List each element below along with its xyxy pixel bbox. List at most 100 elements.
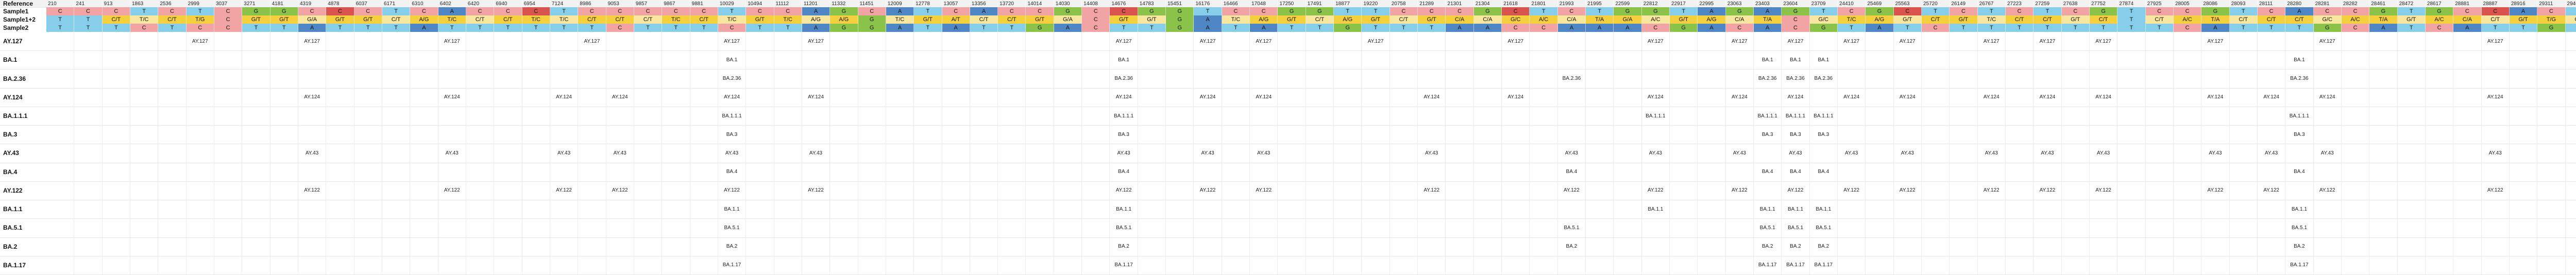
base-cell[interactable]: C — [410, 7, 438, 15]
position-header[interactable]: 4319 — [298, 0, 327, 7]
lineage-mark[interactable]: AY.127 — [1726, 32, 1754, 51]
base-cell[interactable]: C — [606, 7, 634, 15]
position-header[interactable]: 28086 — [2201, 0, 2230, 7]
base-cell[interactable]: G — [1278, 7, 1306, 15]
lineage-mark[interactable]: AY.122 — [1558, 181, 1586, 200]
base-cell[interactable]: C — [2173, 7, 2202, 15]
base-cell[interactable]: T/C — [130, 15, 159, 24]
lineage-mark[interactable]: BA.1.17 — [718, 255, 747, 274]
position-header[interactable]: 27223 — [2006, 0, 2034, 7]
base-cell[interactable]: C — [1446, 7, 1474, 15]
base-cell[interactable]: T — [74, 15, 103, 24]
base-cell[interactable]: C — [466, 7, 495, 15]
base-cell[interactable]: A — [1194, 15, 1222, 24]
base-cell[interactable]: G/T — [1418, 15, 1446, 24]
base-cell[interactable]: G — [1306, 7, 1334, 15]
base-cell[interactable]: C — [326, 7, 354, 15]
lineage-mark[interactable]: AY.122 — [1726, 181, 1754, 200]
position-header[interactable]: 11112 — [774, 0, 802, 7]
base-cell[interactable]: C — [774, 7, 802, 15]
lineage-mark[interactable]: BA.4 — [1782, 162, 1810, 181]
base-cell[interactable]: C — [2061, 7, 2090, 15]
lineage-mark[interactable]: AY.43 — [1782, 144, 1810, 163]
lineage-mark[interactable]: AY.43 — [1642, 144, 1670, 163]
base-cell[interactable]: T — [2061, 24, 2090, 32]
base-cell[interactable]: T — [550, 24, 579, 32]
base-cell[interactable]: C — [354, 7, 382, 15]
base-cell[interactable]: G/C — [1502, 15, 1530, 24]
position-header[interactable]: 26767 — [1978, 0, 2006, 7]
base-cell[interactable]: C/T — [2145, 15, 2174, 24]
base-cell[interactable]: T — [2481, 24, 2510, 32]
base-cell[interactable]: C — [522, 7, 550, 15]
base-cell[interactable]: T — [746, 24, 774, 32]
lineage-mark[interactable]: AY.122 — [1642, 181, 1670, 200]
base-cell[interactable]: C — [214, 7, 243, 15]
lineage-mark[interactable]: BA.1 — [1810, 50, 1838, 70]
position-header[interactable]: 21993 — [1558, 0, 1586, 7]
base-cell[interactable]: T — [438, 24, 466, 32]
lineage-mark[interactable]: AY.124 — [606, 88, 634, 107]
lineage-mark[interactable]: AY.122 — [1418, 181, 1446, 200]
position-header[interactable]: 28881 — [2453, 0, 2482, 7]
lineage-mark[interactable]: BA.1 — [1754, 50, 1782, 70]
lineage-mark[interactable]: BA.1.1.1 — [1782, 106, 1810, 126]
base-cell[interactable]: G/T — [746, 15, 774, 24]
position-header[interactable]: 10494 — [746, 0, 774, 7]
position-header[interactable]: 241 — [74, 0, 103, 7]
position-header[interactable]: 210 — [46, 0, 75, 7]
lineage-mark[interactable]: AY.127 — [438, 32, 466, 51]
base-cell[interactable]: C — [1082, 7, 1110, 15]
position-header[interactable]: 9053 — [606, 0, 634, 7]
base-cell[interactable]: T/C — [774, 15, 802, 24]
base-cell[interactable]: G — [1725, 7, 1754, 15]
position-header[interactable]: 28280 — [2285, 0, 2314, 7]
position-header[interactable]: 9881 — [690, 0, 718, 7]
position-header[interactable]: 14030 — [1054, 0, 1082, 7]
position-header[interactable]: 3037 — [214, 0, 243, 7]
base-cell[interactable]: T — [690, 24, 718, 32]
base-cell[interactable]: C — [1110, 7, 1138, 15]
position-header[interactable]: 11332 — [830, 0, 858, 7]
lineage-mark[interactable]: BA.1.1 — [1642, 200, 1670, 219]
lineage-mark[interactable]: BA.1 — [2285, 50, 2314, 70]
base-cell[interactable]: C — [2537, 7, 2566, 15]
base-cell[interactable]: A — [802, 24, 831, 32]
position-header[interactable]: 17491 — [1306, 0, 1334, 7]
base-cell[interactable]: C — [1838, 7, 1866, 15]
base-cell[interactable]: T/C — [438, 15, 466, 24]
base-cell[interactable]: G/T — [1893, 15, 1922, 24]
lineage-mark[interactable]: BA.5.1 — [1558, 218, 1586, 237]
lineage-mark[interactable]: AY.127 — [718, 32, 747, 51]
lineage-mark[interactable]: BA.4 — [2285, 162, 2314, 181]
base-cell[interactable]: C — [1389, 7, 1418, 15]
base-cell[interactable]: C — [214, 15, 243, 24]
base-cell[interactable]: T — [1977, 7, 2006, 15]
lineage-mark[interactable]: BA.5.1 — [718, 218, 747, 237]
base-cell[interactable]: T — [2565, 24, 2576, 32]
base-cell[interactable]: A — [1473, 24, 1502, 32]
position-header[interactable]: 17250 — [1278, 0, 1306, 7]
position-header[interactable]: 14014 — [1026, 0, 1054, 7]
base-cell[interactable]: G — [1782, 7, 1810, 15]
lineage-mark[interactable]: BA.2 — [1810, 237, 1838, 256]
base-cell[interactable]: C — [1782, 15, 1810, 24]
base-cell[interactable]: A/C — [1641, 15, 1670, 24]
lineage-mark[interactable]: BA.1.1.1 — [1810, 106, 1838, 126]
position-header[interactable]: 11451 — [858, 0, 886, 7]
lineage-mark[interactable]: AY.43 — [1978, 144, 2006, 163]
lineage-mark[interactable]: AY.124 — [802, 88, 831, 107]
lineage-mark[interactable]: AY.122 — [1838, 181, 1866, 200]
lineage-mark[interactable]: AY.127 — [1502, 32, 1530, 51]
position-header[interactable]: 11201 — [802, 0, 831, 7]
lineage-mark[interactable]: AY.127 — [1978, 32, 2006, 51]
lineage-mark[interactable]: BA.1 — [1782, 50, 1810, 70]
base-cell[interactable]: T/G — [2537, 15, 2566, 24]
lineage-mark[interactable]: AY.124 — [1838, 88, 1866, 107]
base-cell[interactable]: A — [1698, 7, 1726, 15]
position-header[interactable]: 21301 — [1446, 0, 1474, 7]
base-cell[interactable]: C/T — [158, 15, 187, 24]
base-cell[interactable]: T — [74, 24, 103, 32]
base-cell[interactable]: C — [1557, 7, 1586, 15]
base-cell[interactable]: G/T — [2397, 15, 2426, 24]
